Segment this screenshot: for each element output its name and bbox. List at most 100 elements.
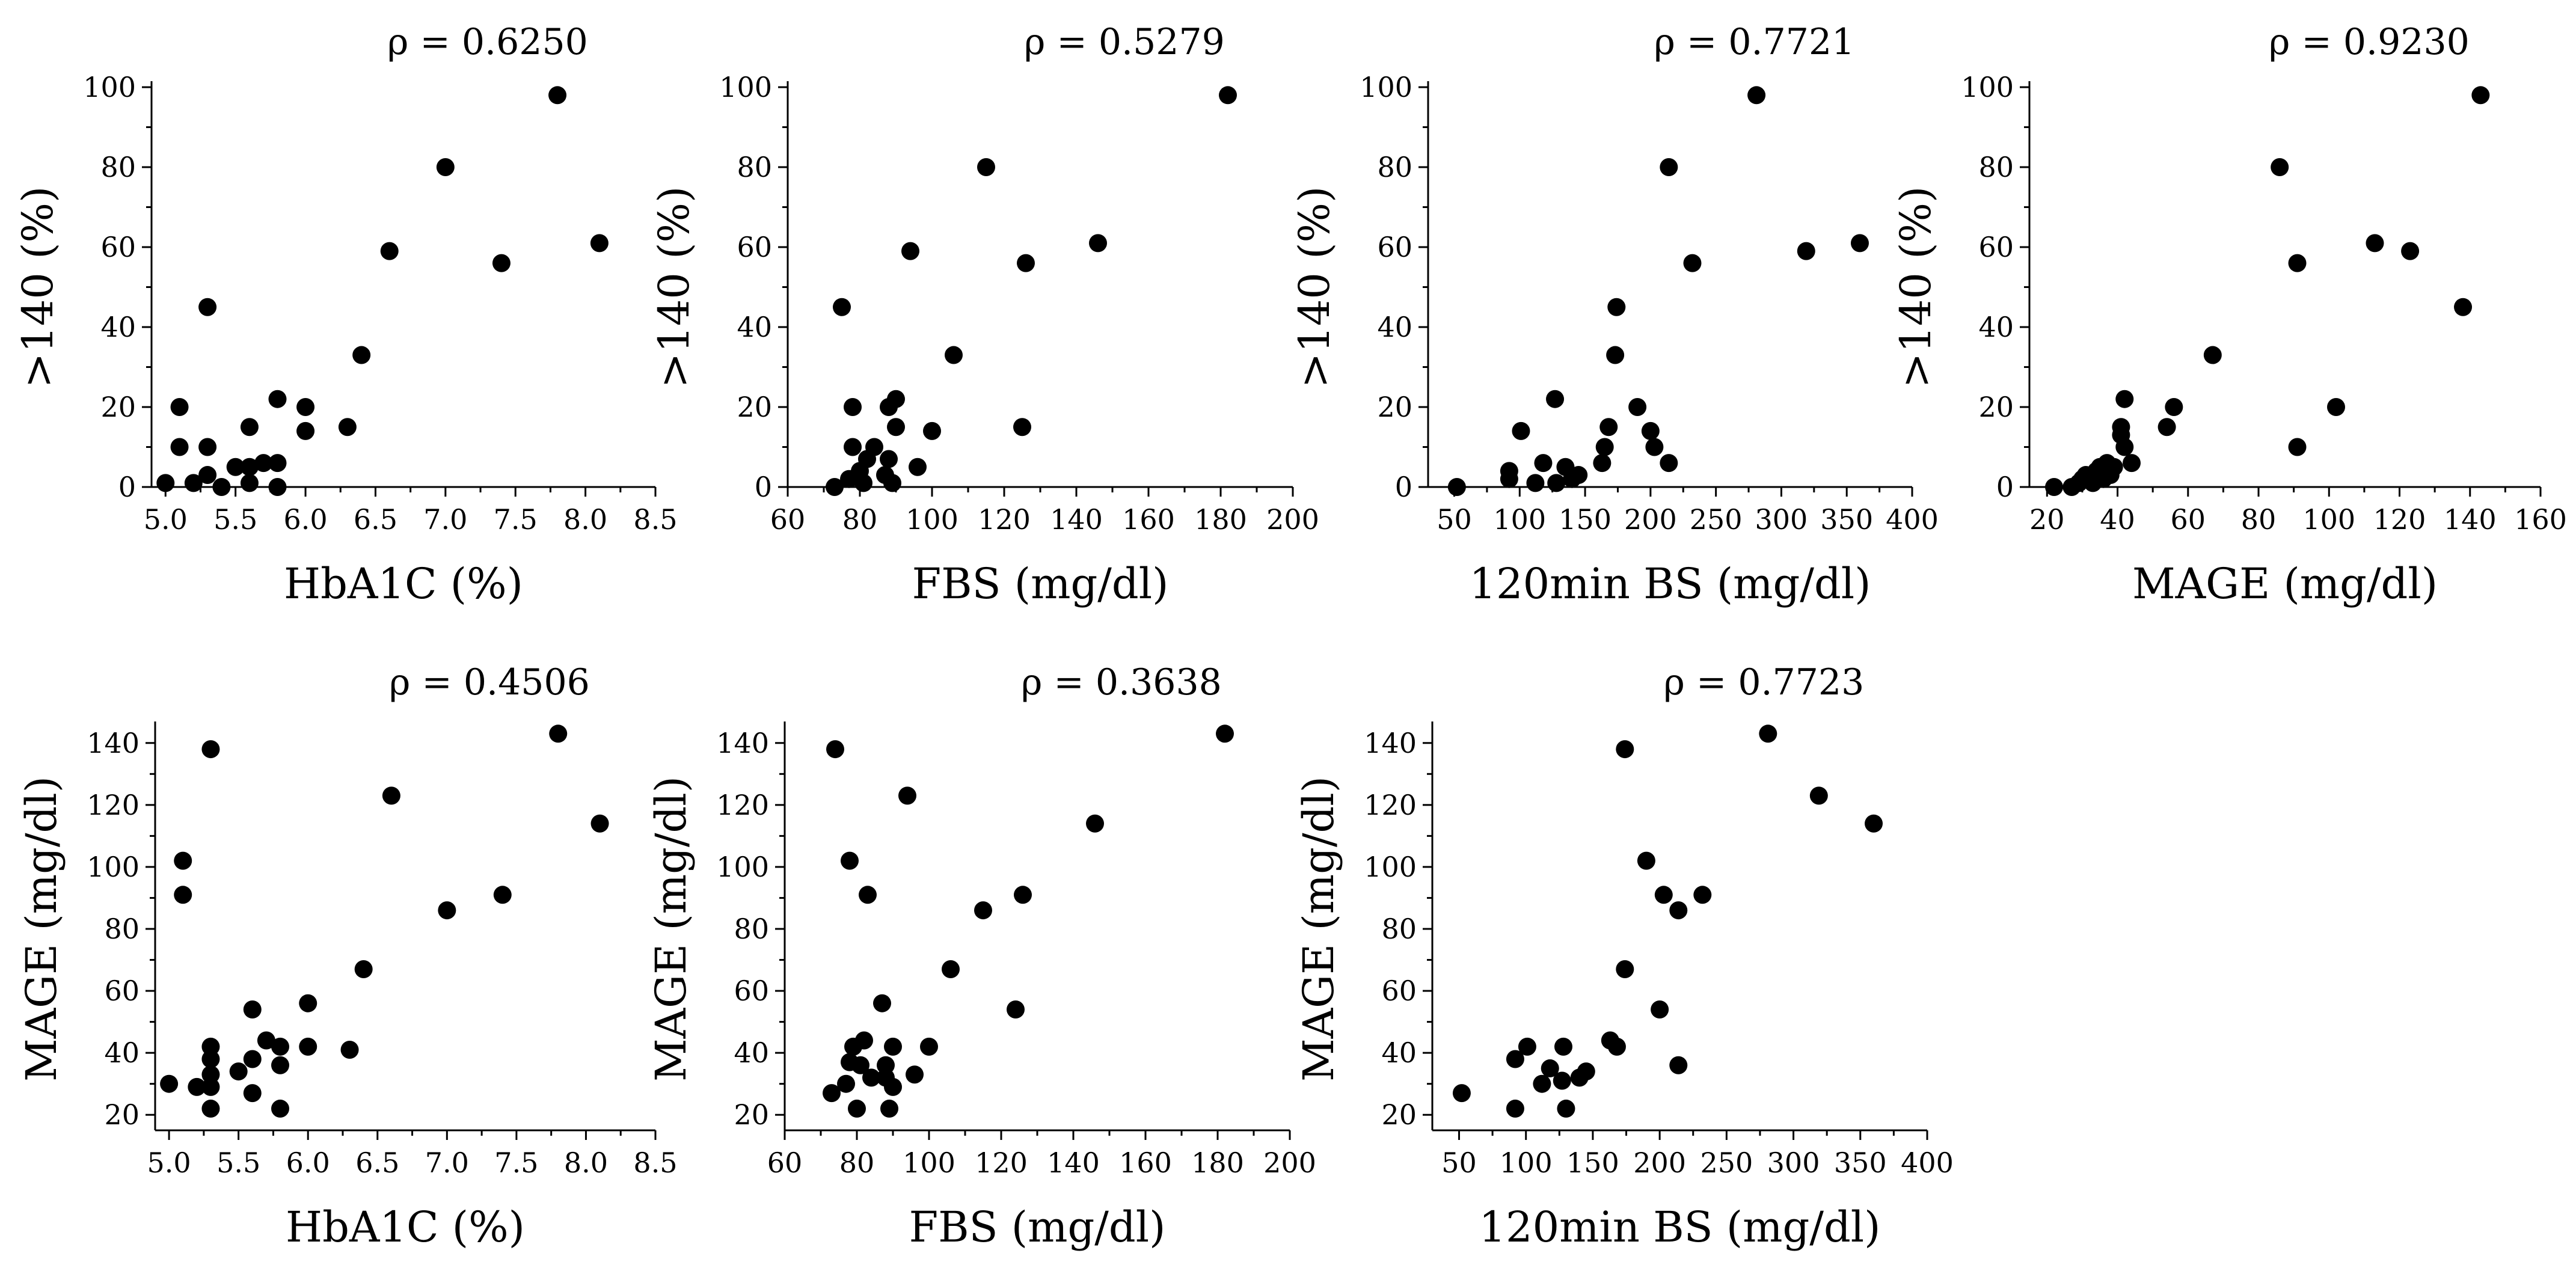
y-tick-label: 100 (1360, 71, 1412, 103)
data-point (1577, 1062, 1595, 1081)
data-point (884, 1037, 902, 1056)
data-point (299, 994, 317, 1012)
data-point (1693, 886, 1712, 904)
data-point (340, 1041, 359, 1059)
scatter-panel-4: 20 40 60 80 100 120 140 160 0 20 40 60 80 100 ρ = 0.92… (1891, 21, 2567, 608)
data-point (170, 438, 189, 456)
data-point (257, 1031, 275, 1050)
data-point (380, 242, 399, 260)
data-point (880, 450, 898, 468)
x-tick-label: 7.0 (423, 503, 467, 536)
data-point (862, 1068, 880, 1087)
correlation-title: ρ = 0.5279 (1024, 21, 1225, 63)
data-point (268, 454, 287, 473)
y-tick-label: 60 (1978, 231, 2014, 263)
data-point (2271, 158, 2289, 176)
y-tick-label: 40 (104, 1037, 140, 1069)
data-point (826, 478, 844, 496)
data-point (1759, 724, 1777, 743)
y-tick-label: 120 (87, 789, 140, 821)
y-tick-label: 80 (737, 151, 772, 183)
data-point (493, 886, 512, 904)
data-point (243, 1084, 262, 1103)
data-point (271, 1056, 289, 1074)
data-point (240, 458, 259, 476)
x-tick-label: 150 (1566, 1147, 1619, 1179)
data-point (1628, 398, 1647, 416)
y-tick-label: 40 (1978, 311, 2014, 343)
data-point (1089, 234, 1107, 253)
y-tick-label: 100 (716, 851, 769, 883)
scatter-panel-6: 60 80 100 120 140 160 180 200 20 40 60 80 100 120 140 ρ… (646, 661, 1316, 1252)
x-tick-label: 200 (1624, 503, 1677, 536)
data-point (1809, 786, 1828, 805)
data-point (382, 786, 400, 805)
x-tick-label: 8.5 (633, 503, 677, 536)
y-tick-label: 80 (1978, 151, 2014, 183)
data-point (848, 1099, 866, 1118)
x-tick-label: 80 (842, 503, 878, 536)
correlation-title: ρ = 0.7723 (1664, 661, 1865, 703)
data-point (1557, 1099, 1575, 1118)
data-point (201, 1050, 220, 1068)
y-tick-label: 60 (734, 975, 769, 1007)
data-point (243, 1050, 262, 1068)
data-point (590, 234, 609, 253)
y-tick-label: 140 (716, 727, 769, 759)
data-point (1637, 851, 1655, 870)
x-tick-label: 100 (1493, 503, 1546, 536)
data-point (887, 418, 905, 436)
data-point (212, 478, 231, 496)
x-tick-label: 7.5 (494, 503, 538, 536)
data-point (1541, 1059, 1559, 1077)
data-point (877, 1056, 895, 1074)
x-tick-label: 100 (1500, 1147, 1553, 1179)
data-point (240, 474, 259, 492)
x-tick-label: 80 (839, 1147, 875, 1179)
data-point (354, 960, 373, 978)
data-point (1599, 418, 1618, 436)
y-tick-label: 60 (1377, 231, 1412, 263)
data-point (1850, 234, 1869, 253)
data-point (1616, 960, 1634, 978)
y-tick-label: 0 (118, 471, 136, 503)
data-point (837, 1074, 855, 1093)
data-point (826, 740, 844, 759)
x-tick-label: 400 (1886, 503, 1939, 536)
y-tick-label: 20 (1978, 391, 2014, 423)
data-point (268, 478, 287, 496)
x-tick-label: 400 (1901, 1147, 1954, 1179)
scatter-panel-5: 5.0 5.5 6.0 6.5 7.0 7.5 8.0 8.5 20 40 60 80 100 120 14… (17, 661, 678, 1252)
x-tick-label: 120 (2373, 503, 2426, 536)
y-tick-label: 40 (1377, 311, 1412, 343)
y-axis-title: MAGE (mg/dl) (646, 776, 696, 1082)
y-axis-title: >140 (%) (1891, 186, 1940, 388)
data-point (873, 994, 891, 1012)
y-axis-title: MAGE (mg/dl) (17, 776, 66, 1082)
data-point (170, 398, 189, 416)
y-tick-label: 80 (1381, 913, 1417, 945)
x-tick-label: 150 (1559, 503, 1612, 536)
data-point (1518, 1037, 1536, 1056)
data-point (1546, 390, 1565, 408)
x-tick-label: 20 (2029, 503, 2065, 536)
y-tick-label: 0 (755, 471, 772, 503)
x-tick-label: 200 (1633, 1147, 1686, 1179)
y-tick-label: 100 (83, 71, 136, 103)
data-point (254, 454, 273, 473)
scatter-panel-2: 60 80 100 120 140 160 180 200 0 20 40 60 80 100 ρ = 0.… (649, 21, 1319, 608)
data-point (823, 1084, 841, 1103)
data-point (1219, 86, 1237, 105)
data-point (1007, 1000, 1025, 1018)
y-tick-label: 60 (1381, 975, 1417, 1007)
x-tick-label: 250 (1690, 503, 1743, 536)
x-tick-label: 200 (1263, 1147, 1316, 1179)
data-point (1747, 86, 1766, 105)
data-point (590, 814, 609, 833)
x-tick-label: 80 (2241, 503, 2277, 536)
data-point (271, 1099, 289, 1118)
x-axis-title: FBS (mg/dl) (912, 559, 1169, 608)
x-tick-label: 5.0 (144, 503, 188, 536)
x-tick-label: 160 (2514, 503, 2567, 536)
data-point (898, 786, 916, 805)
